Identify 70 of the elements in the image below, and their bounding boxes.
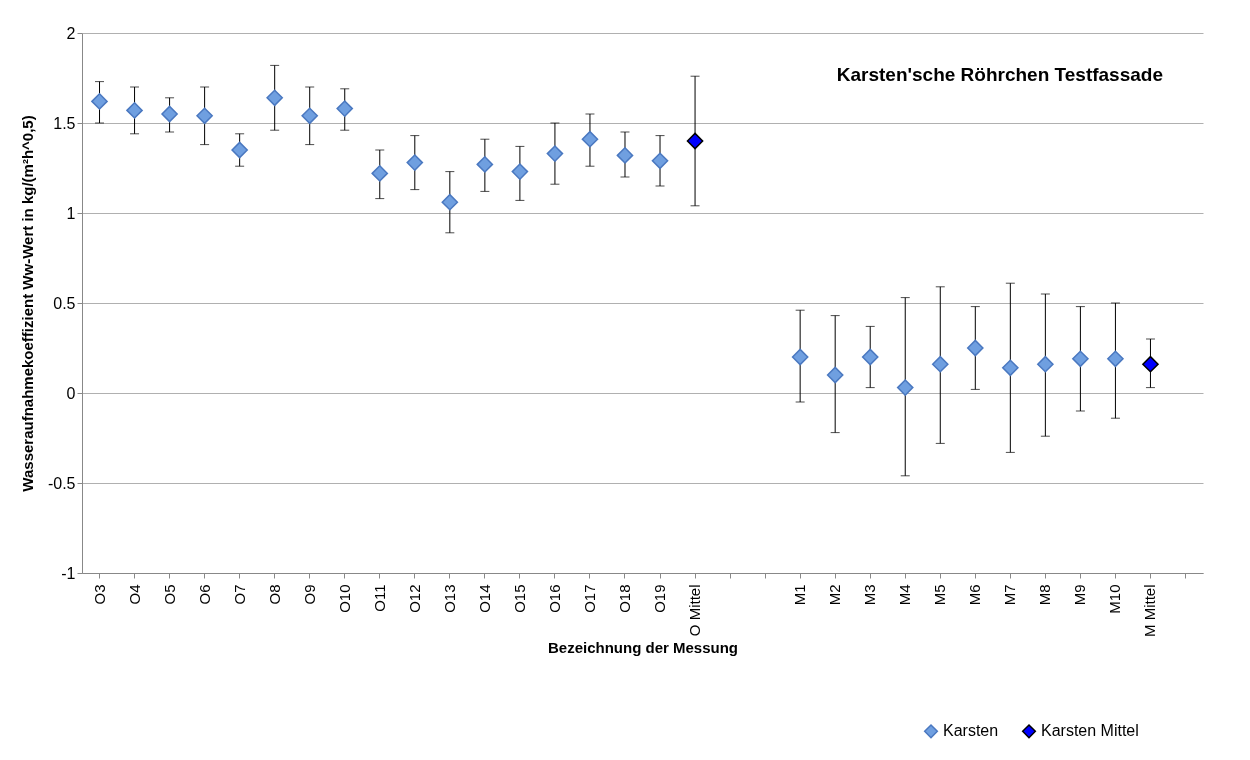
- x-tick-label: O7: [230, 584, 248, 605]
- y-tick-label: -1: [61, 564, 76, 582]
- point: [896, 379, 914, 396]
- x-tick-label: O15: [510, 584, 528, 613]
- x-tick-label: O Mittel: [686, 584, 704, 637]
- point: [511, 163, 529, 180]
- point: [161, 105, 178, 123]
- point: [91, 93, 108, 110]
- legend-label: Karsten Mittel: [1041, 722, 1139, 740]
- x-tick-label: O14: [475, 584, 493, 613]
- x-tick-label: O12: [405, 584, 423, 613]
- x-tick-label: O11: [370, 584, 388, 612]
- point: [931, 355, 949, 373]
- x-tick-label: M6: [966, 584, 984, 606]
- x-tick-label: O5: [160, 584, 178, 605]
- x-tick-label: M2: [826, 584, 844, 606]
- point: [371, 165, 389, 182]
- y-tick-label: 0: [66, 384, 76, 402]
- x-tick-label: M9: [1071, 584, 1089, 606]
- y-tick-label: -0.5: [47, 474, 76, 492]
- x-tick-label: M1: [791, 584, 809, 606]
- point: [406, 154, 424, 171]
- x-tick-label: M5: [931, 584, 949, 606]
- point: [861, 348, 879, 366]
- point: [301, 107, 319, 125]
- x-tick-label: M Mittel: [1141, 584, 1159, 637]
- point: [266, 89, 283, 107]
- y-tick-label: 1: [66, 204, 76, 222]
- point: [1107, 350, 1124, 368]
- y-tick-label: 1.5: [53, 114, 76, 132]
- y-tick-label: 2: [66, 24, 76, 42]
- point: [476, 156, 494, 173]
- point: [651, 152, 669, 170]
- x-axis-title: Bezeichnung der Messung: [547, 639, 739, 656]
- x-tick-label: M4: [896, 584, 914, 606]
- x-tick-label: O9: [300, 584, 318, 605]
- point: [336, 100, 354, 117]
- point: [826, 366, 844, 384]
- point: [966, 339, 984, 357]
- point: [546, 145, 564, 162]
- x-tick-label: M3: [861, 584, 879, 606]
- x-tick-label: O8: [265, 584, 283, 605]
- x-tick-label: O17: [580, 584, 598, 613]
- x-tick-label: O10: [335, 584, 353, 613]
- point: [1037, 355, 1054, 373]
- y-tick-label: 0.5: [53, 294, 76, 312]
- y-axis-title: Wasseraufnahmekoeffizient Ww-Wert in kg/(m²h^0,5): [18, 115, 36, 492]
- x-tick-label: M8: [1036, 584, 1054, 606]
- point: [1002, 359, 1019, 377]
- x-tick-label: O4: [125, 584, 143, 605]
- point: [616, 147, 634, 164]
- x-tick-label: M10: [1106, 584, 1124, 614]
- point: [231, 141, 248, 159]
- x-tick-label: O19: [651, 584, 669, 613]
- x-tick-label: O13: [440, 584, 458, 613]
- text: Karsten'sche Röhrchen Testfassade: [836, 64, 1163, 85]
- point: [791, 348, 809, 366]
- x-tick-label: O6: [195, 584, 213, 605]
- x-tick-label: O16: [545, 584, 563, 613]
- point: [196, 107, 213, 125]
- point: [441, 193, 459, 211]
- legend-label: Karsten: [943, 722, 999, 740]
- point: [581, 130, 599, 148]
- x-tick-label: M7: [1001, 584, 1019, 606]
- x-tick-label: O3: [90, 584, 108, 605]
- point: [1142, 355, 1159, 373]
- point: [686, 132, 704, 150]
- point: [1072, 350, 1089, 368]
- point: [126, 102, 143, 119]
- x-tick-label: O18: [615, 584, 633, 613]
